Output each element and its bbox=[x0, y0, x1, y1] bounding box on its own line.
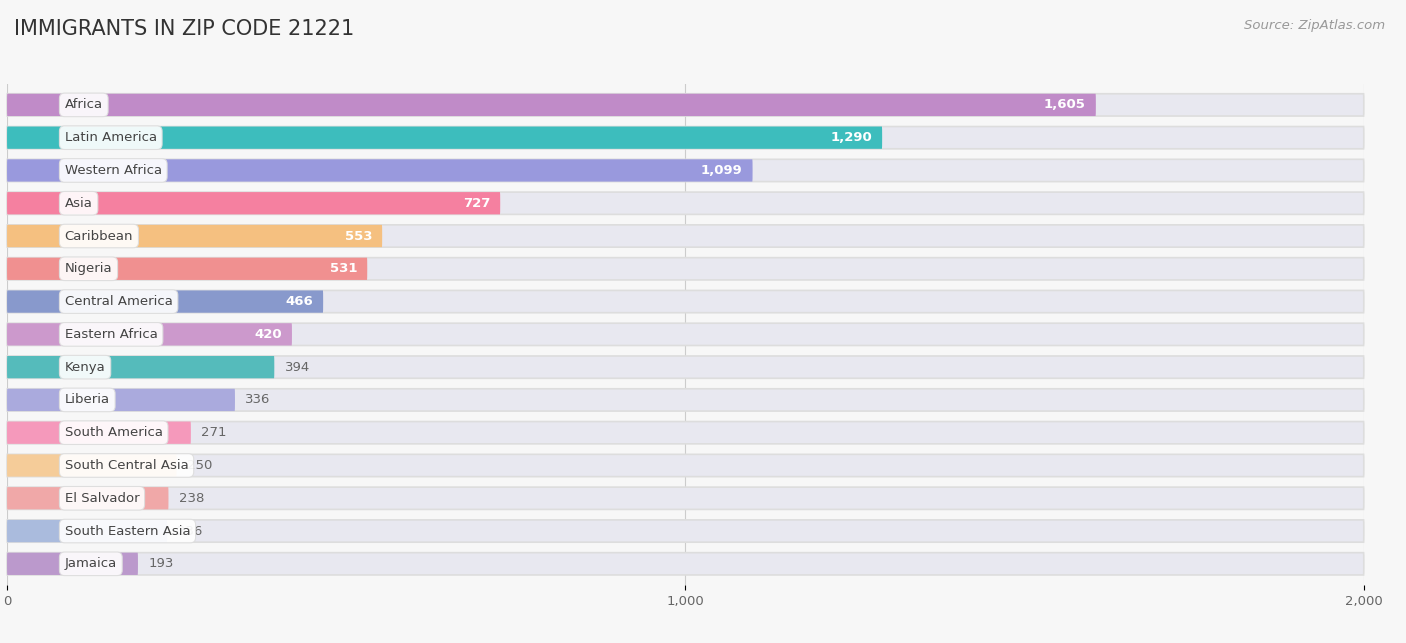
FancyBboxPatch shape bbox=[7, 94, 1095, 116]
Text: Africa: Africa bbox=[65, 98, 103, 111]
FancyBboxPatch shape bbox=[7, 553, 1364, 575]
Text: South Central Asia: South Central Asia bbox=[65, 459, 188, 472]
Text: 236: 236 bbox=[177, 525, 202, 538]
FancyBboxPatch shape bbox=[7, 455, 1364, 476]
Text: South Eastern Asia: South Eastern Asia bbox=[65, 525, 190, 538]
FancyBboxPatch shape bbox=[7, 192, 1364, 214]
Text: 1,099: 1,099 bbox=[700, 164, 742, 177]
Text: 1,290: 1,290 bbox=[830, 131, 872, 144]
Text: 394: 394 bbox=[284, 361, 309, 374]
FancyBboxPatch shape bbox=[7, 258, 367, 280]
Text: Jamaica: Jamaica bbox=[65, 557, 117, 570]
Text: 336: 336 bbox=[245, 394, 270, 406]
Text: Western Africa: Western Africa bbox=[65, 164, 162, 177]
Text: South America: South America bbox=[65, 426, 163, 439]
Text: El Salvador: El Salvador bbox=[65, 492, 139, 505]
Text: 420: 420 bbox=[254, 328, 281, 341]
FancyBboxPatch shape bbox=[7, 422, 191, 444]
FancyBboxPatch shape bbox=[7, 553, 138, 575]
Text: 250: 250 bbox=[187, 459, 212, 472]
FancyBboxPatch shape bbox=[7, 323, 1364, 345]
Text: Nigeria: Nigeria bbox=[65, 262, 112, 275]
FancyBboxPatch shape bbox=[7, 258, 1364, 280]
Text: 271: 271 bbox=[201, 426, 226, 439]
Text: Asia: Asia bbox=[65, 197, 93, 210]
FancyBboxPatch shape bbox=[7, 225, 382, 247]
Text: Central America: Central America bbox=[65, 295, 173, 308]
FancyBboxPatch shape bbox=[7, 520, 167, 542]
Text: 727: 727 bbox=[463, 197, 491, 210]
FancyBboxPatch shape bbox=[7, 389, 235, 411]
FancyBboxPatch shape bbox=[7, 356, 274, 378]
FancyBboxPatch shape bbox=[7, 389, 1364, 411]
FancyBboxPatch shape bbox=[7, 422, 1364, 444]
FancyBboxPatch shape bbox=[7, 159, 1364, 181]
Text: 466: 466 bbox=[285, 295, 314, 308]
FancyBboxPatch shape bbox=[7, 455, 177, 476]
FancyBboxPatch shape bbox=[7, 192, 501, 214]
FancyBboxPatch shape bbox=[7, 291, 1364, 312]
Text: Source: ZipAtlas.com: Source: ZipAtlas.com bbox=[1244, 19, 1385, 32]
Text: 238: 238 bbox=[179, 492, 204, 505]
Text: Latin America: Latin America bbox=[65, 131, 157, 144]
FancyBboxPatch shape bbox=[7, 127, 1364, 149]
FancyBboxPatch shape bbox=[7, 159, 752, 181]
Text: 1,605: 1,605 bbox=[1043, 98, 1085, 111]
FancyBboxPatch shape bbox=[7, 356, 1364, 378]
Text: Kenya: Kenya bbox=[65, 361, 105, 374]
FancyBboxPatch shape bbox=[7, 520, 1364, 542]
Text: IMMIGRANTS IN ZIP CODE 21221: IMMIGRANTS IN ZIP CODE 21221 bbox=[14, 19, 354, 39]
Text: Caribbean: Caribbean bbox=[65, 230, 134, 242]
Text: 553: 553 bbox=[344, 230, 373, 242]
FancyBboxPatch shape bbox=[7, 127, 882, 149]
Text: Eastern Africa: Eastern Africa bbox=[65, 328, 157, 341]
FancyBboxPatch shape bbox=[7, 94, 1364, 116]
FancyBboxPatch shape bbox=[7, 291, 323, 312]
FancyBboxPatch shape bbox=[7, 487, 1364, 509]
Text: 193: 193 bbox=[148, 557, 173, 570]
FancyBboxPatch shape bbox=[7, 225, 1364, 247]
FancyBboxPatch shape bbox=[7, 487, 169, 509]
Text: 531: 531 bbox=[329, 262, 357, 275]
Text: Liberia: Liberia bbox=[65, 394, 110, 406]
FancyBboxPatch shape bbox=[7, 323, 292, 345]
